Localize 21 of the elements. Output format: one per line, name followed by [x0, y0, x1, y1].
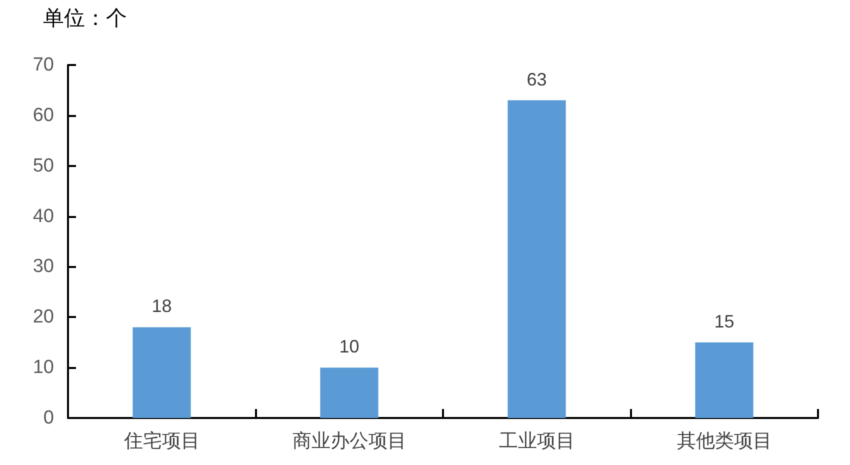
data-label: 15 [714, 311, 734, 332]
y-tick-label: 40 [32, 206, 54, 227]
data-label: 63 [526, 69, 547, 90]
bar [320, 368, 378, 418]
y-axis-title: 单位：个 [43, 7, 127, 30]
y-tick-label: 0 [43, 408, 54, 428]
y-tick-label: 50 [32, 155, 54, 176]
y-tick-label: 20 [32, 306, 54, 328]
x-tick-label: 其他类项目 [676, 431, 772, 452]
bar [508, 100, 566, 418]
data-label: 10 [339, 336, 360, 357]
x-tick-label: 商业办公项目 [292, 430, 406, 452]
x-tick-label: 住宅项目 [122, 430, 200, 452]
data-label: 18 [152, 296, 172, 316]
y-tick-label: 70 [32, 54, 54, 76]
y-tick-label: 60 [32, 104, 54, 126]
x-tick-label: 工业项目 [498, 431, 575, 452]
y-tick-label: 30 [32, 256, 54, 278]
bar [132, 327, 191, 418]
bar [695, 342, 754, 418]
y-tick-label: 10 [32, 357, 54, 378]
